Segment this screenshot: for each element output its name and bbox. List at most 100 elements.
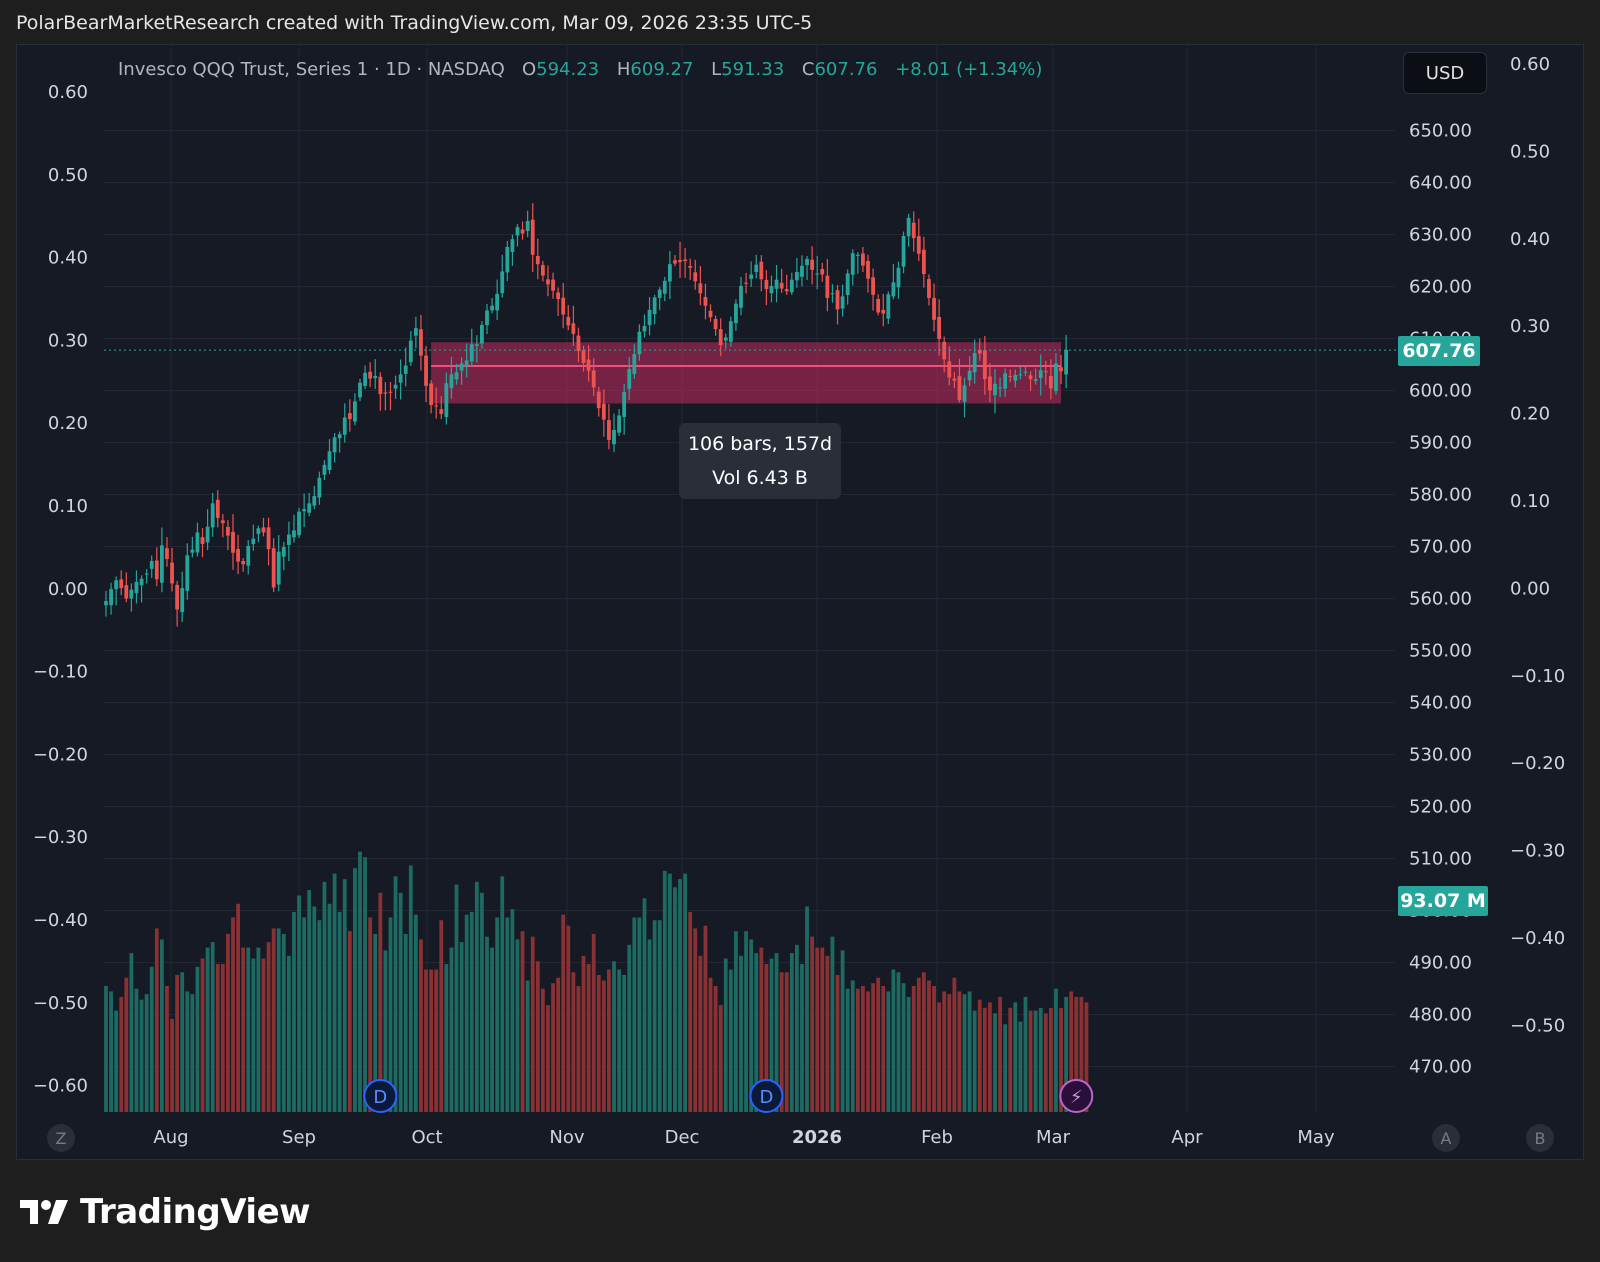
volume-bar — [474, 881, 479, 1112]
candle-body — [703, 296, 708, 306]
volume-bar — [601, 980, 606, 1112]
volume-bar — [957, 991, 962, 1112]
candle-body — [855, 254, 860, 256]
candle-body — [571, 323, 576, 334]
volume-bar — [469, 911, 474, 1112]
tradingview-logo[interactable]: TradingView — [20, 1192, 311, 1232]
currency-button[interactable]: USD — [1403, 52, 1487, 94]
candle-body — [607, 420, 611, 440]
volume-bar — [297, 895, 301, 1112]
volume-bar — [891, 969, 896, 1112]
volume-bar — [459, 942, 464, 1112]
candle-body — [317, 477, 322, 498]
dividend-marker[interactable]: D — [749, 1079, 784, 1113]
secondary-axis-label: 0.30 — [1510, 316, 1550, 337]
candle-body — [728, 321, 733, 342]
volume-bar — [413, 914, 418, 1112]
dividend-marker-circle — [363, 1079, 398, 1113]
candle-body — [667, 264, 672, 282]
volume-bar — [754, 953, 759, 1112]
candle-body — [708, 310, 713, 318]
time-axis-label: Feb — [921, 1127, 953, 1148]
volume-bar — [871, 983, 875, 1112]
volume-bar — [850, 980, 855, 1112]
volume-bar — [220, 964, 225, 1112]
volume-bar — [505, 917, 510, 1112]
tradingview-logo-text: TradingView — [80, 1192, 311, 1232]
tradingview-logo-icon — [20, 1200, 68, 1224]
candle-body — [1038, 370, 1043, 378]
volume-bar — [332, 873, 337, 1112]
candle-body — [678, 260, 682, 263]
candle-body — [652, 297, 657, 315]
volume-bar — [632, 917, 637, 1112]
candle-body — [525, 220, 530, 232]
price-axis-label: 620.00 — [1409, 277, 1472, 298]
volume-bar — [886, 991, 891, 1112]
candle-body — [215, 499, 220, 518]
candle-body — [474, 344, 479, 346]
candle-body — [744, 282, 748, 284]
candle-body — [327, 451, 332, 471]
volume-bar — [388, 917, 393, 1112]
volume-bar — [480, 892, 484, 1112]
candle-body — [830, 293, 835, 295]
left-axis-label: 0.30 — [48, 330, 88, 351]
zoom-button[interactable]: Z — [47, 1124, 75, 1152]
candle-body — [322, 464, 327, 475]
range-zone-box — [431, 342, 1062, 404]
candle-body — [820, 269, 825, 275]
volume-bar — [1084, 1002, 1089, 1112]
volume-bar — [180, 972, 185, 1112]
volume-bar — [612, 961, 616, 1112]
candle-body — [657, 289, 662, 298]
volume-bar — [855, 988, 860, 1112]
candle-body — [134, 581, 139, 594]
volume-bar — [215, 964, 220, 1112]
candle-body — [967, 370, 972, 381]
candle-body — [190, 549, 195, 553]
candle-body — [434, 405, 439, 407]
volume-bar — [185, 991, 190, 1112]
volume-bar — [947, 994, 952, 1112]
volume-bar — [383, 950, 388, 1112]
volume-bar — [510, 909, 515, 1112]
candle-body — [1003, 373, 1008, 389]
volume-bar — [576, 985, 581, 1112]
volume-bar — [876, 977, 881, 1112]
volume-bar — [358, 851, 362, 1112]
volume-bar — [1054, 988, 1058, 1112]
volume-bar — [967, 991, 972, 1112]
candle-body — [154, 560, 159, 580]
high-label: H — [616, 59, 631, 80]
volume-bar — [749, 939, 754, 1112]
volume-bar — [144, 994, 149, 1112]
lightning-icon: ⚡ — [1070, 1087, 1083, 1108]
price-axis-label: 590.00 — [1409, 433, 1472, 454]
left-axis-label: 0.10 — [48, 496, 88, 517]
candle-body — [982, 350, 987, 380]
candle-body — [241, 561, 246, 565]
volume-bar — [896, 972, 901, 1112]
candlesticks — [104, 203, 1069, 627]
candle-body — [754, 264, 759, 273]
zoom-button-bg — [47, 1124, 75, 1152]
candle-body — [530, 219, 535, 255]
earnings-marker[interactable]: ⚡ — [1059, 1079, 1094, 1113]
dividend-marker-label: D — [759, 1087, 773, 1108]
volume-bar — [1003, 1024, 1008, 1112]
volume-bar — [200, 958, 205, 1112]
volume-bar — [667, 873, 672, 1112]
volume-bar — [977, 999, 982, 1112]
dividend-marker[interactable]: D — [363, 1079, 398, 1113]
candle-body — [378, 376, 383, 395]
volume-bar — [728, 969, 733, 1112]
secondary-axis-label: 0.40 — [1510, 229, 1550, 250]
auto-scale-button[interactable]: A — [1432, 1124, 1460, 1152]
candle-body — [698, 283, 703, 294]
candle-body — [312, 496, 317, 506]
left-axis-label: 0.20 — [48, 413, 88, 434]
volume-bar — [962, 994, 967, 1112]
log-scale-button[interactable]: B — [1526, 1124, 1554, 1152]
